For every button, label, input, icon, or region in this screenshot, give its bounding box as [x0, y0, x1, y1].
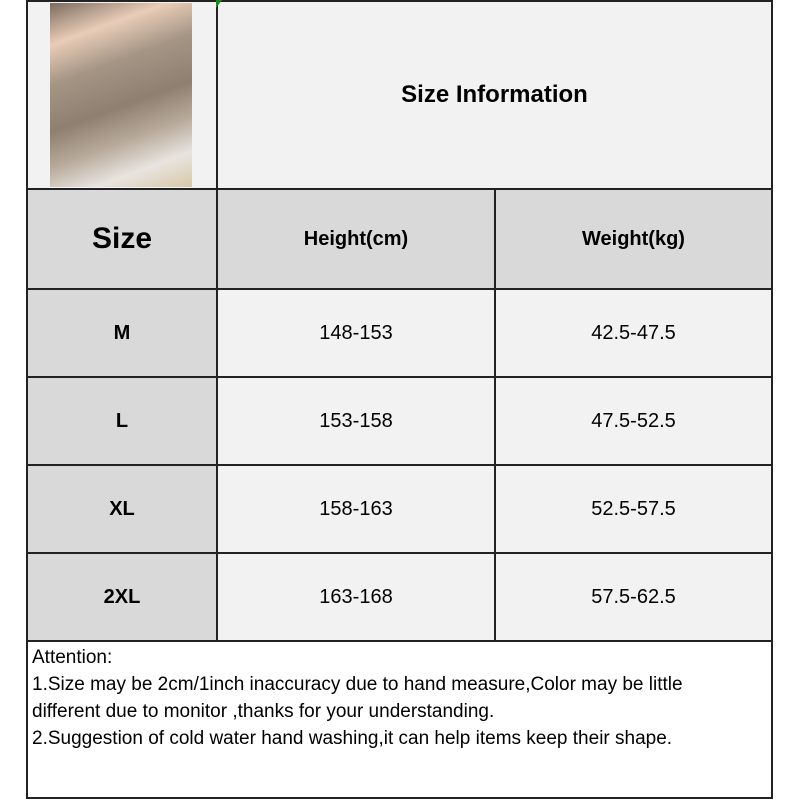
table-cell-weight: 47.5-52.5 [494, 376, 773, 466]
weight-value: 47.5-52.5 [591, 409, 676, 432]
height-value: 158-163 [319, 497, 393, 520]
header-weight-label: Weight(kg) [582, 227, 685, 250]
note-1-cont: different due to monitor ,thanks for you… [32, 701, 495, 722]
size-value: L [115, 409, 129, 432]
header-height-label: Height(cm) [303, 227, 409, 250]
size-value: M [113, 321, 131, 344]
height-value: 163-168 [319, 585, 393, 608]
table-cell-height: 163-168 [216, 552, 496, 642]
table-cell-size: XL [26, 464, 218, 554]
height-value: 148-153 [319, 321, 393, 344]
header-size-label: Size [91, 222, 153, 255]
header-size: Size [26, 188, 218, 290]
title-cell: Size Information [216, 0, 773, 190]
table-cell-height: 148-153 [216, 288, 496, 378]
note-2: 2.Suggestion of cold water hand washing,… [32, 728, 673, 749]
header-weight: Weight(kg) [494, 188, 773, 290]
attention-notes: Attention: 1.Size may be 2cm/1inch inacc… [26, 640, 773, 799]
weight-value: 42.5-47.5 [591, 321, 676, 344]
table-cell-weight: 42.5-47.5 [494, 288, 773, 378]
cell-marker [216, 0, 222, 8]
header-height: Height(cm) [216, 188, 496, 290]
notes-heading: Attention: [32, 647, 113, 668]
size-value: 2XL [103, 585, 141, 608]
table-cell-weight: 52.5-57.5 [494, 464, 773, 554]
weight-value: 52.5-57.5 [591, 497, 676, 520]
table-cell-height: 153-158 [216, 376, 496, 466]
table-cell-size: L [26, 376, 218, 466]
note-1: 1.Size may be 2cm/1inch inaccuracy due t… [32, 674, 683, 695]
page-title: Size Information [401, 81, 588, 108]
height-value: 153-158 [319, 409, 393, 432]
table-cell-height: 158-163 [216, 464, 496, 554]
product-photo [50, 3, 192, 187]
size-value: XL [109, 497, 135, 520]
table-cell-weight: 57.5-62.5 [494, 552, 773, 642]
table-cell-size: M [26, 288, 218, 378]
table-cell-size: 2XL [26, 552, 218, 642]
weight-value: 57.5-62.5 [591, 585, 676, 608]
